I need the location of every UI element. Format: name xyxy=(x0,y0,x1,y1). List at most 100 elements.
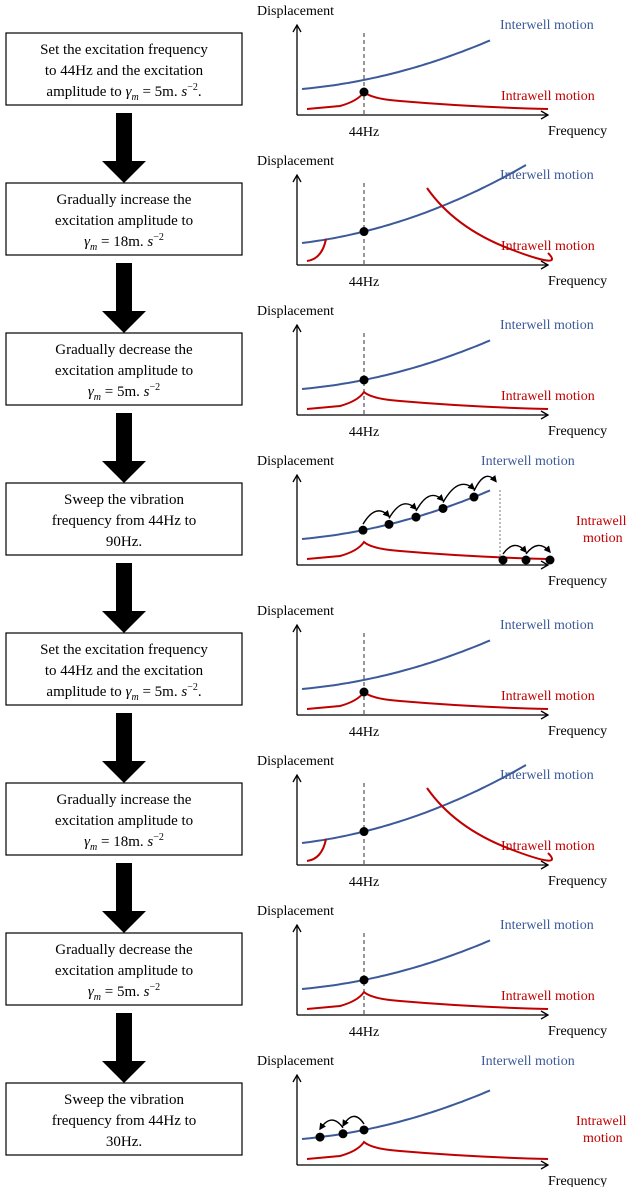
frequency-marker-label: 44Hz xyxy=(349,425,379,440)
down-arrow xyxy=(102,413,146,483)
step-text-line: Gradually decrease the xyxy=(55,342,193,358)
step-math-text: γm = 5m. s−2 xyxy=(88,382,160,403)
step-box-3: Gradually decrease the excitation amplitu… xyxy=(5,332,243,406)
state-dot xyxy=(359,87,369,97)
intrawell-curve xyxy=(306,90,549,110)
step-text-line: 30Hz. xyxy=(106,1134,142,1150)
intrawell-label: Intrawell motion xyxy=(501,239,595,254)
y-axis-arrowhead xyxy=(292,473,302,483)
state-hop-arrow xyxy=(342,1115,365,1127)
state-dot xyxy=(359,1125,369,1135)
interwell-curve xyxy=(301,764,527,844)
y-axis-label: Displacement xyxy=(257,1054,334,1069)
interwell-label: Interwell motion xyxy=(500,18,594,33)
step-math-text: amplitude to γm = 5m. s−2. xyxy=(46,682,201,703)
state-hop-arrow xyxy=(502,544,527,555)
down-arrow xyxy=(102,1013,146,1083)
intrawell-curve xyxy=(306,540,549,560)
state-hop-arrow xyxy=(319,1119,344,1131)
frequency-marker-label: 44Hz xyxy=(349,125,379,140)
step-math-text: amplitude to γm = 5m. s−2. xyxy=(46,82,201,103)
state-hop-arrow xyxy=(442,482,476,503)
frequency-marker-label: 44Hz xyxy=(349,275,379,290)
intrawell-label-line2: motion xyxy=(583,1131,623,1146)
y-axis-arrowhead xyxy=(292,323,302,333)
state-hop-arrow xyxy=(525,544,551,555)
step-box-frame xyxy=(5,332,243,406)
state-hop-arrow xyxy=(388,502,417,519)
step-text-line: Gradually increase the xyxy=(57,792,192,808)
x-axis-arrowhead xyxy=(540,860,550,870)
x-axis-label: Frequency xyxy=(548,1024,607,1039)
step-text-line: excitation amplitude to xyxy=(55,963,193,979)
y-axis-label: Displacement xyxy=(257,454,334,469)
step-box-frame xyxy=(5,482,243,556)
step-text-line: excitation amplitude to xyxy=(55,213,193,229)
y-axis-arrowhead xyxy=(292,773,302,783)
intrawell-curve-left xyxy=(306,238,327,262)
step-text-line: frequency from 44Hz to xyxy=(52,1113,197,1129)
y-axis-arrowhead xyxy=(292,23,302,33)
x-axis-arrowhead xyxy=(540,410,550,420)
state-dot xyxy=(315,1132,325,1142)
intrawell-label: Intrawell motion xyxy=(501,689,595,704)
intrawell-label: Intrawell motion xyxy=(501,839,595,854)
intrawell-label: Intrawell motion xyxy=(501,89,595,104)
step-math-text: γm = 18m. s−2 xyxy=(84,232,164,253)
y-axis-label: Displacement xyxy=(257,4,334,19)
state-dot xyxy=(384,519,394,529)
state-dot xyxy=(469,492,479,502)
step-box-4: Sweep the vibration frequency from 44Hz t… xyxy=(5,482,243,556)
state-dot xyxy=(411,512,421,522)
interwell-curve xyxy=(301,339,491,390)
step-text-line: Set the excitation frequency xyxy=(40,642,208,658)
step-text-line: Gradually decrease the xyxy=(55,942,193,958)
y-axis-label: Displacement xyxy=(257,904,334,919)
interwell-curve xyxy=(301,489,491,540)
x-axis-arrowhead xyxy=(540,710,550,720)
state-dot xyxy=(359,975,369,985)
step-box-7: Gradually decrease the excitation amplitu… xyxy=(5,932,243,1006)
intrawell-curve xyxy=(306,990,549,1010)
intrawell-curve xyxy=(306,390,549,410)
x-axis-arrowhead xyxy=(540,1160,550,1170)
step-text-line: Sweep the vibration xyxy=(64,1092,184,1108)
intrawell-label: Intrawell motion xyxy=(501,989,595,1004)
x-axis-arrowhead xyxy=(540,1010,550,1020)
state-dot xyxy=(545,555,555,565)
step-box-frame xyxy=(5,632,243,706)
y-axis-label: Displacement xyxy=(257,604,334,619)
state-hop-arrow xyxy=(362,509,390,525)
interwell-curve xyxy=(301,164,527,244)
intrawell-label-line1: Intrawell xyxy=(576,514,627,529)
plot-panel-8: Displacement Frequency Interwell motion Int… xyxy=(257,1054,627,1187)
step-box-frame xyxy=(5,32,243,106)
step-box-6: Gradually increase the excitation amplitu… xyxy=(5,782,243,856)
step-math-text: γm = 18m. s−2 xyxy=(84,832,164,853)
intrawell-curve-right xyxy=(426,187,553,262)
interwell-label: Interwell motion xyxy=(500,318,594,333)
down-arrow xyxy=(102,713,146,783)
state-dot xyxy=(358,525,368,535)
interwell-curve xyxy=(301,639,491,690)
step-box-frame xyxy=(5,782,243,856)
interwell-label: Interwell motion xyxy=(500,768,594,783)
frequency-marker-label: 44Hz xyxy=(349,875,379,890)
y-axis-label: Displacement xyxy=(257,754,334,769)
step-box-1: Set the excitation frequency to 44Hz and … xyxy=(5,32,243,106)
step-box-8: Sweep the vibration frequency from 44Hz t… xyxy=(5,1082,243,1156)
x-axis-label: Frequency xyxy=(548,274,607,289)
x-axis-label: Frequency xyxy=(548,124,607,139)
state-dot xyxy=(338,1129,348,1139)
interwell-curve xyxy=(301,939,491,990)
step-text-line: Sweep the vibration xyxy=(64,492,184,508)
interwell-label: Interwell motion xyxy=(500,168,594,183)
intrawell-label-line1: Intrawell xyxy=(576,1114,627,1129)
plot-panel-4: Displacement Frequency Interwell motion Int… xyxy=(257,454,627,589)
interwell-curve xyxy=(301,39,491,90)
x-axis-arrowhead xyxy=(540,110,550,120)
down-arrow xyxy=(102,563,146,633)
y-axis-arrowhead xyxy=(292,623,302,633)
down-arrow xyxy=(102,863,146,933)
